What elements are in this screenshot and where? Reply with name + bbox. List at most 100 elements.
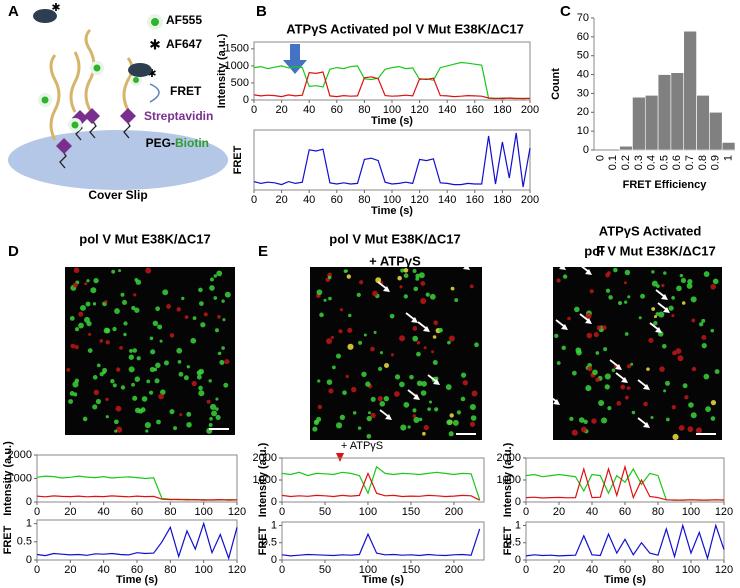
spot	[651, 280, 658, 287]
spot	[173, 426, 178, 431]
y-tick-label: 0.5	[506, 537, 521, 549]
streptavidin-label: Streptavidin	[144, 109, 213, 123]
x-tick-label: 0	[251, 104, 257, 116]
spot	[319, 312, 324, 318]
spot	[664, 380, 671, 386]
spot	[418, 417, 423, 422]
spot	[659, 366, 665, 372]
spot	[103, 327, 110, 334]
spot	[84, 282, 88, 286]
spot	[104, 300, 108, 304]
spot	[105, 340, 110, 345]
spot	[598, 399, 605, 406]
spot	[330, 335, 335, 340]
spot	[370, 396, 376, 402]
y-tick-label: 0	[26, 496, 32, 508]
spot	[631, 410, 636, 415]
spot	[213, 274, 218, 278]
spot	[394, 374, 401, 380]
spot	[131, 305, 136, 311]
spot	[110, 379, 115, 384]
x-tick-label: 0.4	[646, 155, 658, 170]
spot	[676, 285, 682, 292]
spot	[372, 290, 378, 297]
pointer-arrow	[657, 302, 668, 311]
spot	[608, 295, 613, 300]
pointer-arrow-head	[643, 384, 650, 390]
y-tick-label: 0	[515, 496, 521, 508]
spot	[413, 416, 420, 423]
spot	[221, 299, 225, 303]
plot-frame	[281, 521, 485, 561]
bar	[632, 96, 646, 151]
pointer-arrow-head	[585, 269, 592, 275]
spot	[99, 339, 104, 343]
spot	[160, 389, 166, 395]
spot	[326, 379, 333, 385]
spot	[95, 398, 102, 405]
x-axis-label: Time (s)	[116, 574, 158, 586]
bar	[619, 145, 633, 151]
spot	[335, 353, 341, 359]
trace	[281, 528, 481, 557]
fret-label: FRET	[170, 84, 202, 98]
spot	[399, 285, 403, 289]
y-tick-label: 0	[271, 496, 277, 508]
spot	[399, 335, 406, 342]
spot	[208, 379, 212, 383]
x-tick-label: 40	[586, 564, 598, 576]
x-tick-label: 0	[279, 506, 285, 518]
fret-arrow	[149, 83, 160, 103]
spot	[399, 381, 405, 388]
x-tick-label: 140	[438, 194, 456, 206]
x-tick-label: 20	[64, 564, 76, 576]
y-tick-label: 0	[243, 94, 249, 106]
spot	[99, 371, 104, 377]
panel-label: B	[256, 3, 267, 20]
spot	[73, 267, 80, 274]
spot	[680, 277, 687, 284]
spot	[677, 355, 684, 362]
spot	[690, 412, 697, 419]
panel-label: E	[258, 243, 268, 260]
spot	[428, 400, 433, 404]
y-tick-label: 1000	[225, 60, 249, 72]
spot	[460, 372, 467, 378]
spot	[412, 268, 417, 273]
spot	[651, 307, 656, 311]
spot	[423, 346, 427, 350]
spot	[134, 407, 141, 414]
spot	[431, 350, 435, 354]
spot	[224, 291, 231, 298]
spot	[152, 320, 159, 327]
spot	[620, 384, 626, 390]
x-tick-label: 180	[493, 104, 511, 116]
spot	[213, 296, 218, 300]
spot	[403, 268, 409, 273]
pointer-arrow-head	[423, 326, 430, 332]
spot	[710, 284, 716, 290]
x-tick-label: 20	[553, 506, 565, 518]
spot	[648, 337, 654, 343]
spot	[412, 408, 417, 413]
spot	[626, 386, 631, 390]
spot	[586, 332, 593, 339]
spot	[691, 366, 697, 372]
spot	[397, 275, 402, 281]
spot	[630, 362, 634, 366]
spot	[72, 381, 79, 388]
spot	[583, 419, 588, 425]
spot	[416, 380, 423, 387]
spot	[209, 416, 213, 421]
x-tick-label: 120	[410, 104, 428, 116]
x-axis-label: FRET Efficiency	[623, 179, 708, 191]
chart-title: pol V Mut E38K/ΔC17	[329, 231, 460, 246]
pointer-arrow	[553, 259, 564, 268]
spot	[604, 373, 611, 380]
spot	[119, 346, 123, 350]
spot	[390, 353, 394, 357]
spot	[145, 429, 149, 433]
biotin-label: Biotin	[175, 136, 209, 150]
x-tick-label: 120	[715, 506, 733, 518]
spot	[412, 335, 419, 342]
